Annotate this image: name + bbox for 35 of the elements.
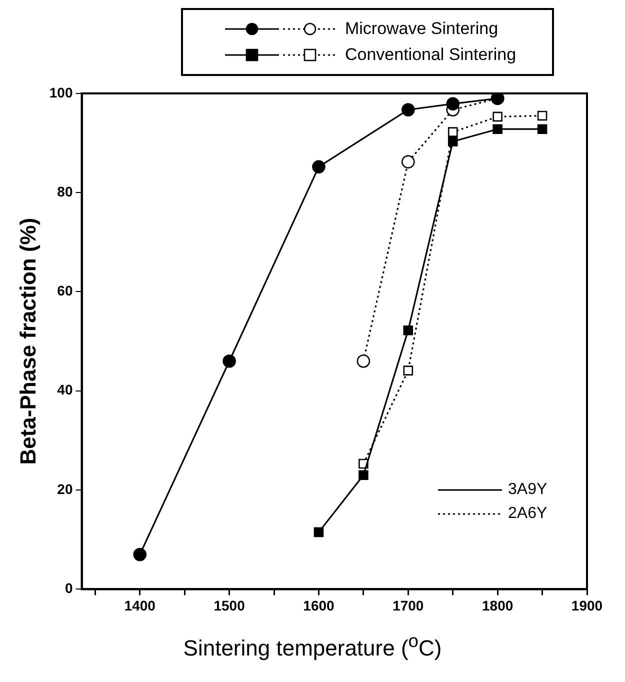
y-tick-label: 100 xyxy=(49,84,73,100)
annotation: 2A6Y xyxy=(508,505,548,523)
y-tick-label: 20 xyxy=(57,480,73,497)
point xyxy=(222,354,236,368)
point xyxy=(448,127,458,137)
x-tick-label: 1500 xyxy=(214,597,246,614)
x-axis-title: Sintering temperature ($^{o}$C) xyxy=(182,630,443,662)
point xyxy=(356,354,370,368)
point xyxy=(133,548,147,562)
point xyxy=(448,136,458,146)
y-axis-title: Beta-Phase fraction (%) xyxy=(15,218,40,465)
x-tick-label: 1900 xyxy=(571,597,603,614)
point xyxy=(402,155,415,168)
x-tick-label: 1600 xyxy=(303,597,335,614)
x-tick-label: 1400 xyxy=(124,597,156,614)
annotation: 3A9Y xyxy=(508,481,548,499)
point xyxy=(358,470,368,480)
point xyxy=(537,124,548,134)
point xyxy=(403,366,414,376)
y-tick-label: 60 xyxy=(57,282,73,299)
point xyxy=(492,124,502,134)
point xyxy=(402,103,415,116)
x-tick-label: 1700 xyxy=(392,597,424,614)
point xyxy=(537,110,548,121)
x-tick-label: 1800 xyxy=(482,597,514,614)
y-tick-label: 0 xyxy=(64,580,73,596)
point xyxy=(312,160,326,174)
legend-label: Conventional Sintering xyxy=(344,45,516,65)
y-tick-label: 80 xyxy=(57,183,73,200)
point xyxy=(314,527,324,538)
legend-label: Microwave Sintering xyxy=(344,19,498,39)
point xyxy=(403,326,414,336)
y-tick-label: 40 xyxy=(57,382,73,398)
point xyxy=(492,112,502,122)
point xyxy=(446,97,460,110)
